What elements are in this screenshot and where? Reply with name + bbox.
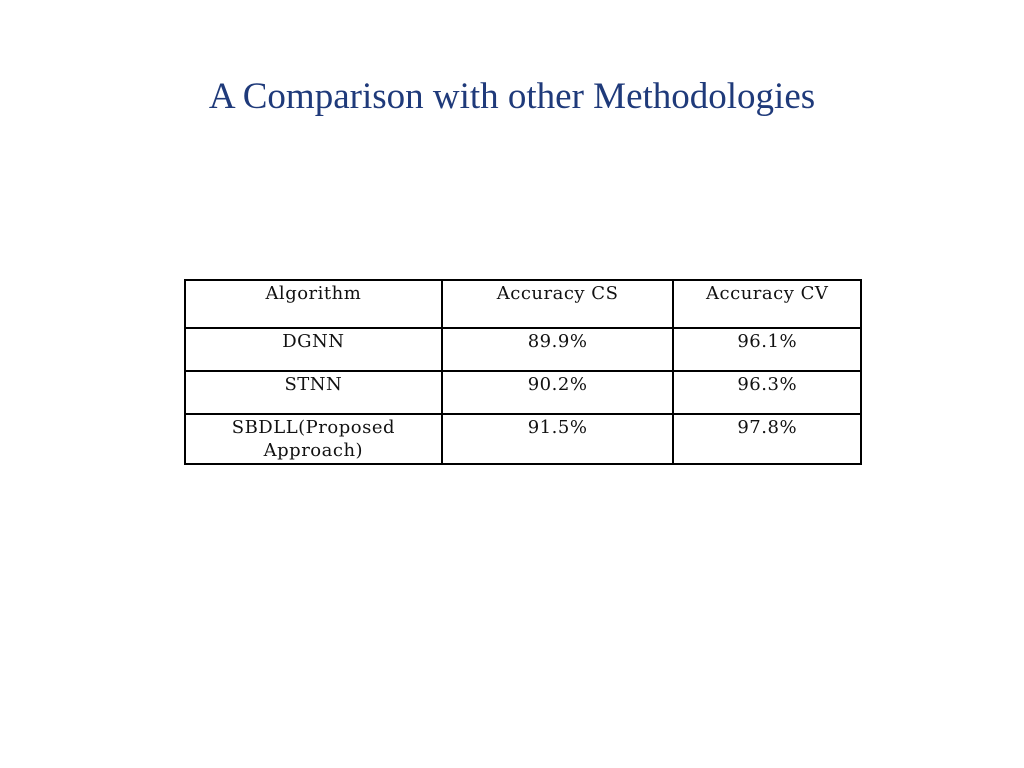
header-accuracy-cv: Accuracy CV — [672, 279, 862, 329]
comparison-table: Algorithm Accuracy CS Accuracy CV DGNN 8… — [184, 279, 862, 465]
cell-accuracy-cs: 91.5% — [440, 413, 675, 465]
cell-accuracy-cv: 96.3% — [672, 370, 862, 415]
table-header-row: Algorithm Accuracy CS Accuracy CV — [184, 279, 862, 329]
cell-algorithm: SBDLL(Proposed Approach) — [184, 413, 443, 465]
cell-algorithm: STNN — [184, 370, 443, 415]
cell-algorithm: DGNN — [184, 327, 443, 372]
table-row: STNN 90.2% 96.3% — [184, 370, 862, 415]
header-algorithm: Algorithm — [184, 279, 443, 329]
table-row: SBDLL(Proposed Approach) 91.5% 97.8% — [184, 413, 862, 465]
cell-accuracy-cv: 97.8% — [672, 413, 862, 465]
table-row: DGNN 89.9% 96.1% — [184, 327, 862, 372]
cell-accuracy-cv: 96.1% — [672, 327, 862, 372]
header-accuracy-cs: Accuracy CS — [440, 279, 675, 329]
slide-title: A Comparison with other Methodologies — [208, 76, 816, 117]
cell-accuracy-cs: 89.9% — [440, 327, 675, 372]
cell-accuracy-cs: 90.2% — [440, 370, 675, 415]
